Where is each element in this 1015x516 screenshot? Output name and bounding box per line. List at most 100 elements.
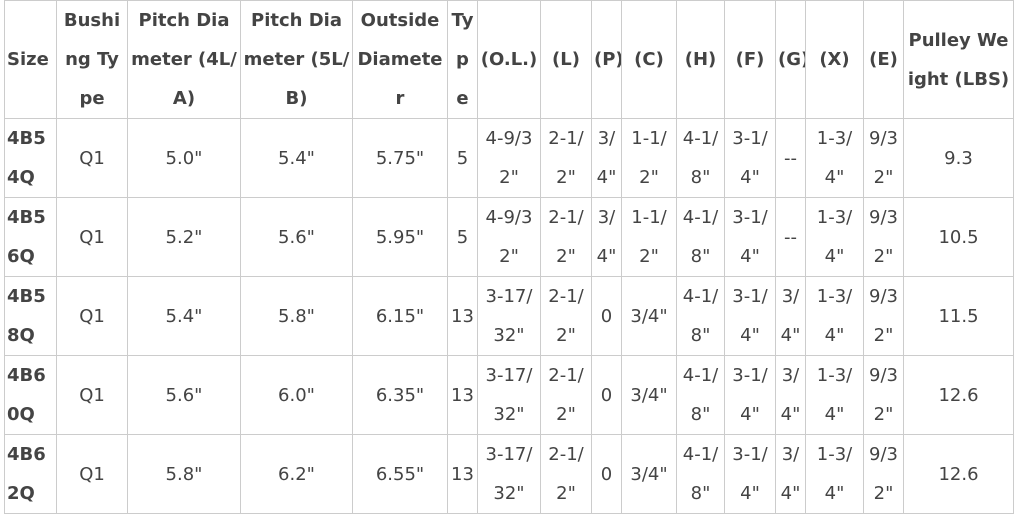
table-cell: Q1 [56,355,128,435]
table-cell: 1-3/4" [805,355,864,435]
table-cell: 11.5 [903,276,1014,356]
table-cell: 2-1/2" [540,434,592,514]
header-cell: (F) [724,0,776,119]
table-cell: 3-17/32" [477,355,541,435]
table-cell: 13 [447,355,478,435]
table-row: 4B58Q Q1 5.4" 5.8" 6.15" 13 3-17/32" 2-1/2" 0 3/4… [4,276,1014,356]
table-cell: Q1 [56,276,128,356]
table-cell: 9/32" [863,276,904,356]
table-cell: 5.4" [127,276,241,356]
table-cell: 5.8" [127,434,241,514]
table-row: 4B60Q Q1 5.6" 6.0" 6.35" 13 3-17/32" 2-1/2" 0 3/4… [4,355,1014,435]
table-cell: 4-1/8" [676,434,725,514]
table-cell: 6.35" [352,355,448,435]
header-cell: Pitch Diameter (4L/A) [127,0,241,119]
table-cell: 5.4" [240,118,353,198]
table-cell: 2-1/2" [540,276,592,356]
header-cell: (L) [540,0,592,119]
size-cell: 4B54Q [4,118,57,198]
table-cell: 5 [447,118,478,198]
table-cell: 0 [591,434,622,514]
table-cell: Q1 [56,197,128,277]
table-cell: -- [775,197,806,277]
table-cell: 3-1/4" [724,355,776,435]
table-cell: 9/32" [863,355,904,435]
table-cell: 9/32" [863,197,904,277]
table-cell: 6.2" [240,434,353,514]
table-cell: 3/4" [621,355,677,435]
table-header: Size Bushing Type Pitch Diameter (4L/A) Pit… [4,0,1014,119]
table-cell: 12.6 [903,355,1014,435]
table-cell: 1-1/2" [621,118,677,198]
table-cell: 5.95" [352,197,448,277]
table-cell: 9/32" [863,118,904,198]
table-body: 4B54Q Q1 5.0" 5.4" 5.75" 5 4-9/32" 2-1/2" 3/4" 1-… [4,118,1014,514]
table-cell: 10.5 [903,197,1014,277]
table-row: 4B54Q Q1 5.0" 5.4" 5.75" 5 4-9/32" 2-1/2" 3/4" 1-… [4,118,1014,198]
table-cell: 2-1/2" [540,355,592,435]
table-cell: 6.15" [352,276,448,356]
table-cell: 12.6 [903,434,1014,514]
table-cell: Q1 [56,434,128,514]
table-cell: 1-3/4" [805,197,864,277]
table-cell: 5.6" [127,355,241,435]
header-cell: Size [4,0,57,119]
table-cell: 1-3/4" [805,276,864,356]
table-cell: 4-1/8" [676,355,725,435]
table-cell: 3/4" [775,355,806,435]
header-cell: (G) [775,0,806,119]
table-cell: 1-3/4" [805,434,864,514]
table-cell: 6.55" [352,434,448,514]
header-cell: (X) [805,0,864,119]
size-cell: 4B62Q [4,434,57,514]
table-cell: 1-1/2" [621,197,677,277]
table-cell: 5.2" [127,197,241,277]
table-cell: 4-9/32" [477,197,541,277]
header-row: Size Bushing Type Pitch Diameter (4L/A) Pit… [4,0,1014,119]
header-cell: (P) [591,0,622,119]
table-cell: 3/4" [775,276,806,356]
table-cell: 4-1/8" [676,197,725,277]
header-cell: Pitch Diameter (5L/B) [240,0,353,119]
table-cell: 0 [591,276,622,356]
size-cell: 4B60Q [4,355,57,435]
table-cell: 3/4" [591,118,622,198]
table-cell: Q1 [56,118,128,198]
table-cell: -- [775,118,806,198]
table-cell: 5.8" [240,276,353,356]
table-cell: 3/4" [775,434,806,514]
table-cell: 3/4" [621,434,677,514]
header-cell: (H) [676,0,725,119]
table-cell: 3-1/4" [724,197,776,277]
table-cell: 3-17/32" [477,276,541,356]
table-cell: 3-1/4" [724,276,776,356]
table-cell: 2-1/2" [540,197,592,277]
size-cell: 4B58Q [4,276,57,356]
table-cell: 9/32" [863,434,904,514]
table-cell: 3/4" [621,276,677,356]
size-cell: 4B56Q [4,197,57,277]
table-cell: 13 [447,276,478,356]
table-cell: 3-1/4" [724,118,776,198]
table-cell: 3/4" [591,197,622,277]
header-cell: (E) [863,0,904,119]
table-cell: 2-1/2" [540,118,592,198]
table-cell: 6.0" [240,355,353,435]
table-cell: 4-9/32" [477,118,541,198]
header-cell: Outside Diameter [352,0,448,119]
header-cell: (C) [621,0,677,119]
table-cell: 3-1/4" [724,434,776,514]
pulley-table: Size Bushing Type Pitch Diameter (4L/A) Pit… [4,0,1014,514]
table-cell: 3-17/32" [477,434,541,514]
table-row: 4B62Q Q1 5.8" 6.2" 6.55" 13 3-17/32" 2-1/2" 0 3/4… [4,434,1014,514]
table-row: 4B56Q Q1 5.2" 5.6" 5.95" 5 4-9/32" 2-1/2" 3/4" 1-… [4,197,1014,277]
table-cell: 4-1/8" [676,276,725,356]
table-cell: 4-1/8" [676,118,725,198]
header-cell: Type [447,0,478,119]
header-cell: Pulley Weight (LBS) [903,0,1014,119]
table-cell: 5.0" [127,118,241,198]
table-cell: 9.3 [903,118,1014,198]
table-cell: 5.75" [352,118,448,198]
table-cell: 0 [591,355,622,435]
